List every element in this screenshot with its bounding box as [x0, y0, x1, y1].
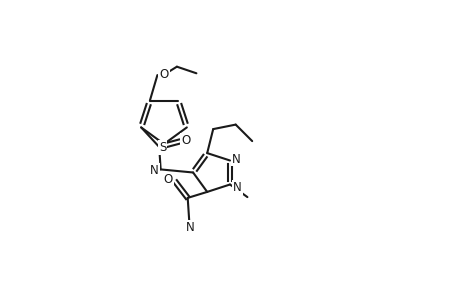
- Text: N: N: [150, 164, 159, 177]
- Text: S: S: [158, 141, 166, 154]
- Text: N: N: [232, 181, 241, 194]
- Text: N: N: [186, 220, 195, 233]
- Text: O: O: [163, 173, 173, 186]
- Text: O: O: [180, 134, 190, 147]
- Text: N: N: [232, 152, 241, 166]
- Text: O: O: [159, 68, 168, 81]
